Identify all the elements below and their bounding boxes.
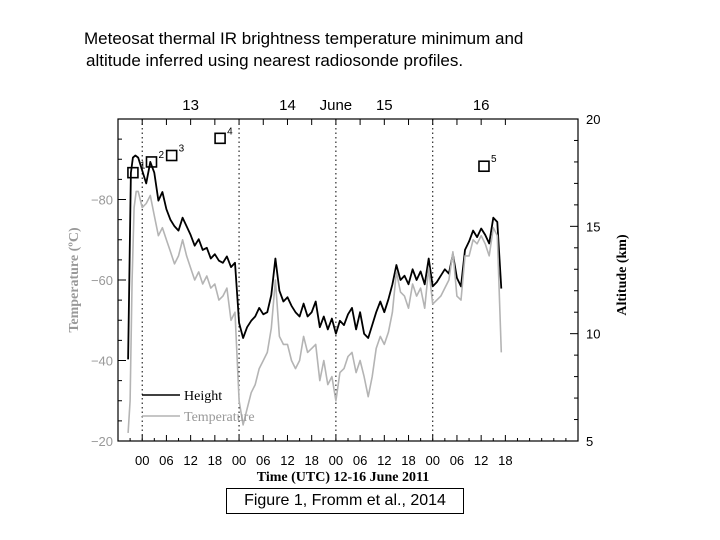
- figure-caption: Figure 1, Fromm et al., 2014: [226, 488, 464, 514]
- x-tick-label: 18: [498, 453, 512, 468]
- x-tick-label: 06: [256, 453, 270, 468]
- x-tick-label: 12: [474, 453, 488, 468]
- event-marker-4: [214, 132, 226, 145]
- event-marker-3: [165, 149, 178, 162]
- x-tick-label: 00: [329, 453, 343, 468]
- x-tick-label: 18: [208, 453, 222, 468]
- left-tick-label: −60: [91, 273, 113, 288]
- legend-label-temperature: Temperature: [184, 410, 255, 425]
- right-tick-label: 20: [586, 112, 600, 127]
- event-marker-label: 2: [158, 150, 164, 161]
- left-tick-label: −40: [91, 354, 113, 369]
- x-tick-label: 12: [280, 453, 294, 468]
- x-tick-label: 06: [450, 453, 464, 468]
- event-marker-5: [478, 160, 490, 173]
- chart-title-line-2: altitude inferred using nearest radioson…: [86, 51, 464, 70]
- event-marker-label: 4: [227, 126, 233, 137]
- x-tick-label: 06: [159, 453, 173, 468]
- left-tick-label: −80: [91, 193, 113, 208]
- event-marker-1: [127, 166, 139, 179]
- right-tick-label: 5: [586, 434, 593, 449]
- series-line-temperature: [127, 190, 503, 433]
- right-tick-label: 10: [586, 327, 600, 342]
- x-tick-label: 00: [232, 453, 246, 468]
- event-marker-2: [145, 156, 158, 168]
- x-tick-label: 00: [426, 453, 440, 468]
- left-tick-label: −20: [91, 434, 113, 449]
- event-marker-label: 3: [179, 143, 185, 154]
- x-tick-label: 06: [353, 453, 367, 468]
- chart-title: Meteosat thermal IR brightness temperatu…: [84, 28, 644, 72]
- x-tick-label: 18: [304, 453, 318, 468]
- right-tick-label: 15: [586, 219, 600, 234]
- x-tick-label: 00: [135, 453, 149, 468]
- right-axis-title: Altitude (km): [615, 234, 630, 316]
- legend-label-height: Height: [184, 389, 222, 404]
- event-marker-label: 1: [140, 161, 146, 172]
- top-day-label: 14: [279, 97, 296, 114]
- chart-title-line-1: Meteosat thermal IR brightness temperatu…: [84, 29, 524, 48]
- x-tick-label: 12: [183, 453, 197, 468]
- event-marker-label: 5: [491, 154, 497, 165]
- series-line-height: [127, 154, 503, 360]
- top-day-label: 13: [182, 97, 199, 114]
- x-tick-label: 18: [401, 453, 415, 468]
- left-axis-title: Temperature (ºC): [67, 227, 82, 333]
- top-day-label: 15: [376, 97, 393, 114]
- top-day-label: June: [320, 97, 353, 114]
- top-day-label: 16: [473, 97, 490, 114]
- x-axis-title: Time (UTC) 12-16 June 2011: [257, 470, 429, 485]
- x-tick-label: 12: [377, 453, 391, 468]
